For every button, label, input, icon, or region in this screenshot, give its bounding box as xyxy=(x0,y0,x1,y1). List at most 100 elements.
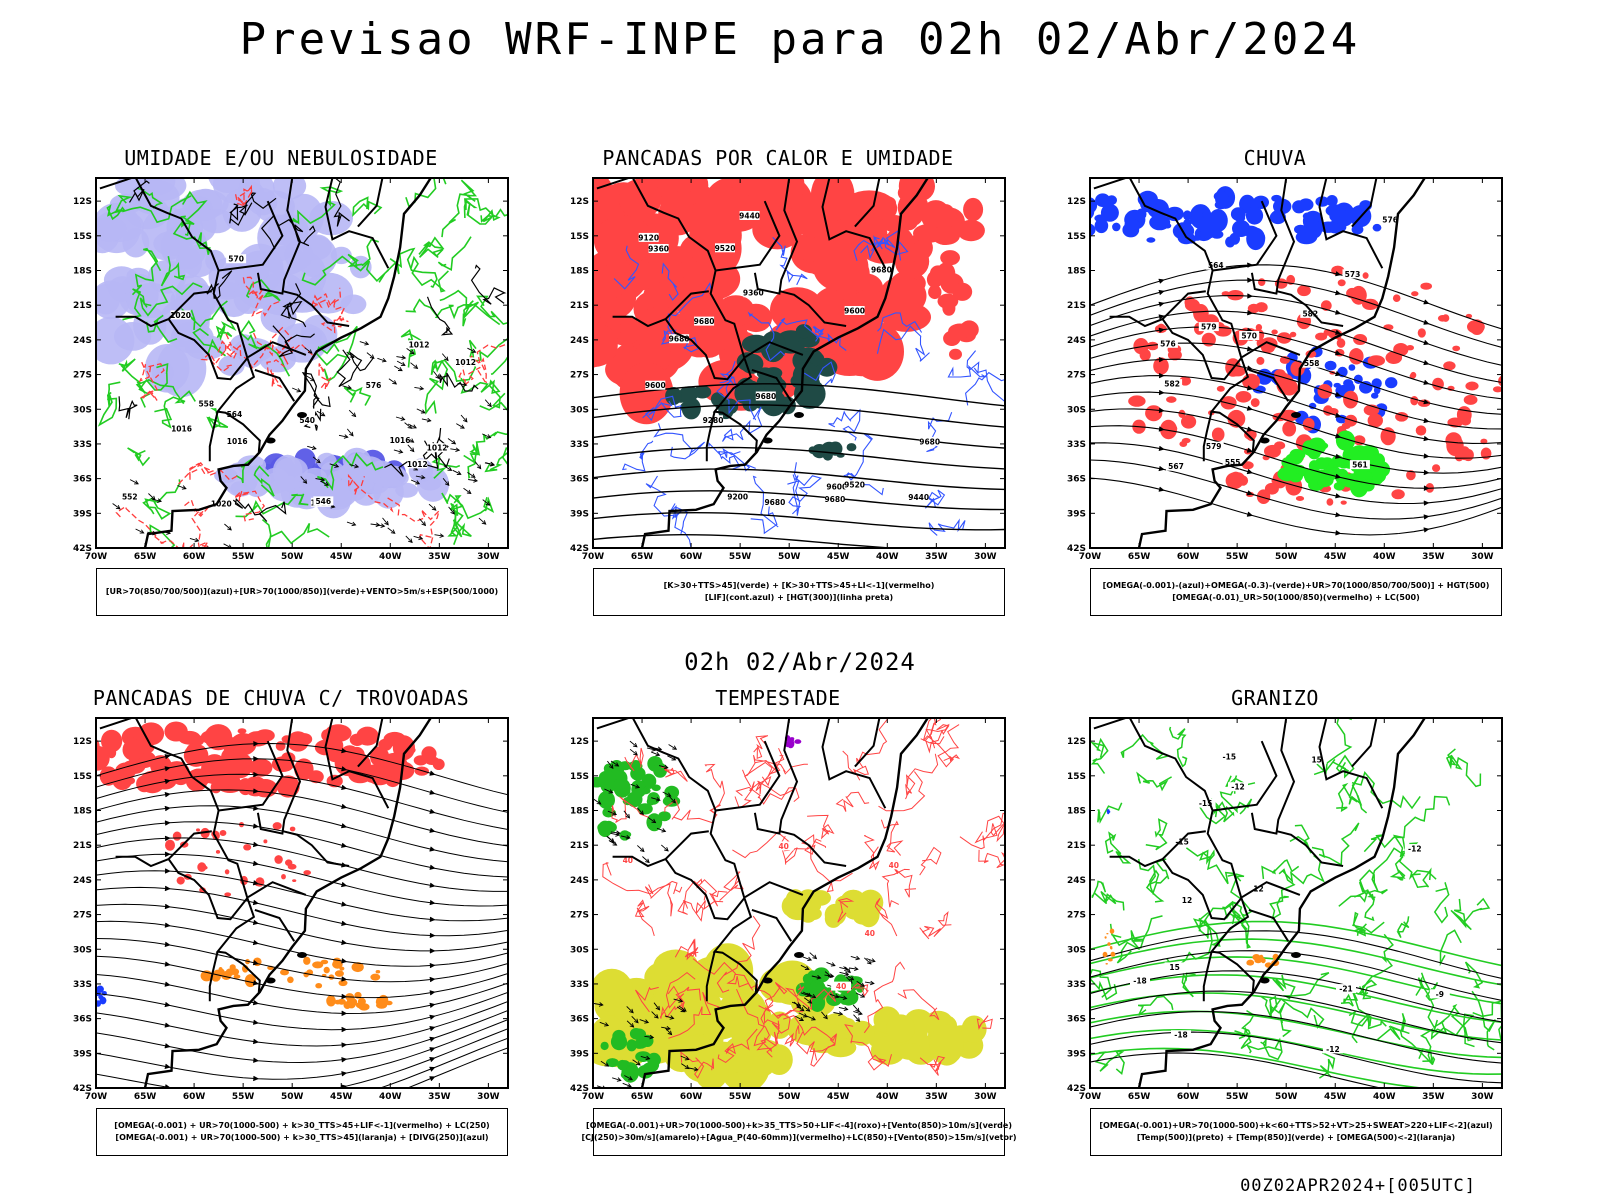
wind-vector xyxy=(416,408,426,414)
lat-label: 24S xyxy=(73,876,92,886)
contour-line xyxy=(311,287,342,311)
fill-cell xyxy=(1146,341,1159,351)
wind-vector-head xyxy=(486,434,492,439)
state-border xyxy=(99,178,261,453)
state-border xyxy=(283,290,350,327)
lon-label: 55W xyxy=(729,1092,752,1102)
wind-vector-head xyxy=(811,994,817,999)
wind-vector xyxy=(450,448,460,451)
contour-line xyxy=(484,447,508,473)
contour-line xyxy=(716,915,761,993)
contour-line xyxy=(316,452,384,492)
contour-line xyxy=(837,897,855,923)
fill-cell xyxy=(1443,361,1456,371)
contour-label: 1020 xyxy=(170,311,191,320)
contour-label-bg xyxy=(119,492,140,502)
state-border xyxy=(596,718,758,993)
fill-cell xyxy=(1314,457,1329,470)
flow-arrow xyxy=(164,1002,171,1008)
contour-label: -18 xyxy=(1133,977,1147,986)
fill-cell xyxy=(1446,435,1464,456)
wind-vector xyxy=(428,503,437,511)
contour-label: 40 xyxy=(623,856,633,865)
lon-label: 70W xyxy=(85,552,108,562)
wind-vector-head xyxy=(439,533,445,538)
wind-vector-head xyxy=(412,424,417,429)
wind-vector xyxy=(798,1012,808,1018)
fill-cell xyxy=(543,254,572,312)
fill-cell xyxy=(231,968,240,976)
state-border xyxy=(256,718,302,835)
fill-cell xyxy=(1256,489,1271,505)
wind-vector xyxy=(407,444,415,452)
contour-line xyxy=(1352,911,1385,937)
fill-cell xyxy=(1350,285,1367,305)
state-border xyxy=(1161,858,1242,921)
lat-label: 21S xyxy=(1067,841,1086,851)
contour-label-bg xyxy=(638,232,659,242)
lat-label: 18S xyxy=(570,267,589,277)
lat-label: 12S xyxy=(570,197,589,207)
contour-label-bg xyxy=(363,380,384,390)
contour-line xyxy=(853,238,909,261)
flow-arrow xyxy=(341,920,348,926)
wind-vector xyxy=(300,476,307,484)
wind-vector xyxy=(800,992,810,997)
fill-cell xyxy=(1105,963,1108,965)
flow-arrow xyxy=(341,993,348,1000)
state-border xyxy=(1248,368,1290,402)
contour-line xyxy=(441,179,478,238)
flow-arrow xyxy=(1246,490,1254,496)
flow-arrow xyxy=(341,901,348,907)
contour-line xyxy=(659,971,696,1019)
wind-vector-head xyxy=(409,447,415,453)
contour-line xyxy=(131,247,162,296)
wind-vector-head xyxy=(473,478,479,483)
lon-label: 50W xyxy=(778,552,801,562)
flow-arrow xyxy=(1423,514,1430,520)
contour-line xyxy=(1281,854,1325,885)
fill-cell xyxy=(721,398,739,415)
contour-line xyxy=(336,349,374,388)
wind-vector xyxy=(606,835,614,843)
flow-arrow xyxy=(341,842,348,848)
flow-arrow xyxy=(341,766,348,772)
flow-arrow xyxy=(1335,473,1342,479)
lon-label: 50W xyxy=(281,1092,304,1102)
wind-vector-head xyxy=(602,1085,606,1088)
wind-vector-head xyxy=(420,409,426,414)
fill-cell xyxy=(1326,195,1338,207)
contour-line xyxy=(1289,824,1312,854)
contour-line xyxy=(844,1024,892,1071)
contour-label: 570 xyxy=(1241,332,1257,341)
fill-cell xyxy=(1179,441,1188,447)
contour-label: -15 xyxy=(1199,799,1213,808)
coastline xyxy=(1137,178,1434,548)
flow-arrow xyxy=(252,1038,260,1045)
contour-line xyxy=(1090,920,1502,967)
contour-label-bg xyxy=(455,357,476,367)
fill-cell xyxy=(897,184,919,202)
contour-line xyxy=(343,386,372,406)
wind-vector-head xyxy=(227,526,232,531)
state-border xyxy=(1202,951,1213,1002)
state-border xyxy=(1318,718,1384,809)
wind-vector xyxy=(315,478,325,481)
lon-label: 35W xyxy=(428,1092,451,1102)
wind-vector-head xyxy=(678,998,684,1003)
fill-cell xyxy=(1467,320,1485,334)
fill-cell xyxy=(334,970,344,977)
fill-cell xyxy=(303,971,310,978)
wind-vector xyxy=(421,418,431,422)
contour-label: 576 xyxy=(1160,339,1176,348)
wind-vector-head xyxy=(489,461,495,467)
contour-label: 540 xyxy=(299,416,315,425)
contour-label-bg xyxy=(773,841,794,851)
lon-label: 35W xyxy=(925,1092,948,1102)
lat-label: 21S xyxy=(1067,301,1086,311)
wind-vector-head xyxy=(351,521,357,527)
lon-label: 70W xyxy=(1079,552,1102,562)
wind-vector xyxy=(189,537,199,542)
wind-vector xyxy=(644,1035,654,1038)
lon-label: 30W xyxy=(477,552,500,562)
